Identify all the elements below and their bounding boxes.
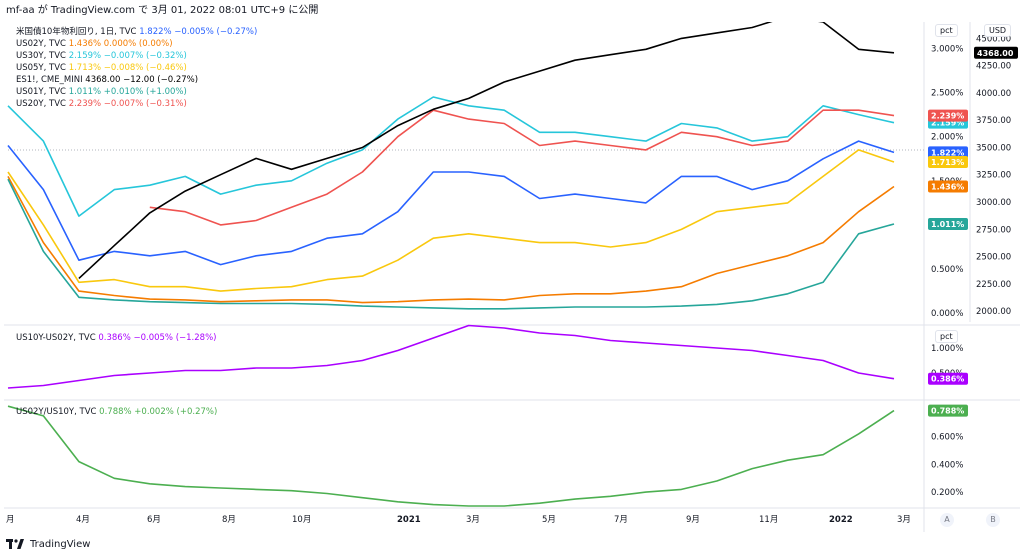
x-tick: 10月 — [292, 515, 311, 525]
series-line-spread2 — [7, 405, 895, 507]
legend-series-values: 2.159% −0.007% (−0.32%) — [68, 51, 187, 61]
legend-pane2-name: US10Y-US02Y, TVC — [16, 333, 96, 343]
legend-series-values: 2.239% −0.007% (−0.31%) — [68, 99, 187, 109]
y-tick-usd: 2000.00 — [976, 307, 1011, 317]
legend-series-values: 4368.00 −12.00 (−0.27%) — [85, 75, 199, 85]
series-line-us05y — [7, 149, 895, 292]
legend-main: 米国債10年物利回り, 1日, TVC 1.822% −0.005% (−0.2… — [16, 26, 257, 110]
legend-series-name: US05Y, TVC — [16, 63, 69, 73]
x-tick: 4月 — [76, 515, 90, 525]
legend-row[interactable]: US02Y, TVC 1.436% 0.000% (0.00%) — [16, 38, 257, 50]
x-tick: 2021 — [397, 515, 421, 525]
price-label-es1: 4368.00 — [977, 49, 1014, 58]
y-tick-pct: 0.500% — [931, 265, 963, 275]
legend-pane3: US02Y/US10Y, TVC 0.788% +0.002% (+0.27%) — [16, 406, 217, 418]
legend-pane3-values: 0.788% +0.002% (+0.27%) — [99, 407, 218, 417]
legend-row[interactable]: US05Y, TVC 1.713% −0.008% (−0.46%) — [16, 62, 257, 74]
y-tick-pane3: 0.200% — [931, 488, 963, 498]
legend-row[interactable]: US01Y, TVC 1.011% +0.010% (+1.00%) — [16, 86, 257, 98]
x-tick: 2022 — [829, 515, 853, 525]
legend-series-values: 1.436% 0.000% (0.00%) — [68, 39, 173, 49]
usd-scale-label[interactable]: USD — [984, 24, 1012, 37]
x-tick: 3月 — [466, 515, 480, 525]
price-label-bg-spread2 — [928, 404, 968, 417]
x-tick: 11月 — [759, 515, 778, 525]
legend-row[interactable]: US30Y, TVC 2.159% −0.007% (−0.32%) — [16, 50, 257, 62]
scale-b-button[interactable]: B — [986, 513, 1000, 527]
price-label-spread2: 0.788% — [931, 407, 964, 416]
footer: TradingView — [6, 535, 90, 553]
price-label-us01y: 1.011% — [931, 220, 964, 229]
y-tick-pct: 3.000% — [931, 44, 963, 54]
y-tick-pct: 2.500% — [931, 89, 963, 99]
price-label-bg-es1 — [974, 46, 1018, 59]
y-tick-usd: 4250.00 — [976, 62, 1011, 72]
series-line-spread1 — [7, 324, 895, 389]
series-line-es1 — [78, 22, 895, 279]
y-tick-usd: 2750.00 — [976, 225, 1011, 235]
chart-frame: 3.000%2.500%2.000%1.500%1.000%0.500%0.00… — [4, 22, 1020, 532]
y-tick-pct: 2.000% — [931, 133, 963, 143]
y-tick-usd: 2250.00 — [976, 280, 1011, 290]
scale-auto-button[interactable]: A — [940, 513, 954, 527]
legend-series-values: 1.822% −0.005% (−0.27%) — [139, 27, 258, 37]
price-label-us10y: 1.822% — [931, 148, 964, 157]
series-line-us01y — [7, 178, 895, 310]
series-line-us10y — [7, 140, 895, 266]
legend-row[interactable]: US20Y, TVC 2.239% −0.007% (−0.31%) — [16, 98, 257, 110]
footer-brand: TradingView — [30, 538, 91, 550]
publish-header: mf-aa が TradingView.com で 3月 01, 2022 08… — [6, 5, 319, 16]
legend-series-name: US20Y, TVC — [16, 99, 69, 109]
legend-series-name: ES1!, CME_MINI — [16, 75, 86, 85]
legend-pane2: US10Y-US02Y, TVC 0.386% −0.005% (−1.28%) — [16, 332, 216, 344]
legend-series-name: US30Y, TVC — [16, 51, 69, 61]
price-label-bg-us20y — [928, 109, 968, 122]
price-label-us30y: 2.159% — [931, 119, 964, 128]
price-label-us05y: 1.713% — [931, 158, 964, 167]
legend-row[interactable]: ES1!, CME_MINI 4368.00 −12.00 (−0.27%) — [16, 74, 257, 86]
legend-pane3-name: US02Y/US10Y, TVC — [16, 407, 97, 417]
x-tick: 6月 — [147, 515, 161, 525]
price-label-bg-us10y — [928, 146, 968, 159]
y-tick-usd: 3000.00 — [976, 198, 1011, 208]
series-line-us20y — [149, 109, 895, 226]
price-label-bg-us01y — [928, 217, 968, 230]
pct-scale-label[interactable]: pct — [935, 24, 958, 37]
legend-series-name: US02Y, TVC — [16, 39, 69, 49]
legend-pane2-values: 0.386% −0.005% (−1.28%) — [98, 333, 217, 343]
price-label-spread1: 0.386% — [931, 375, 964, 384]
tradingview-logo-icon — [6, 539, 24, 549]
legend-series-values: 1.713% −0.008% (−0.46%) — [68, 63, 187, 73]
price-label-bg-spread1 — [928, 372, 968, 385]
price-label-bg-us05y — [928, 156, 968, 169]
legend-series-name: US01Y, TVC — [16, 87, 69, 97]
legend-series-name: 米国債10年物利回り, 1日, TVC — [16, 27, 140, 37]
y-tick-pane2: 1.000% — [931, 344, 963, 354]
legend-series-values: 1.011% +0.010% (+1.00%) — [68, 87, 187, 97]
pct-scale-label-pane2[interactable]: pct — [935, 330, 958, 343]
y-tick-pane3: 0.400% — [931, 460, 963, 470]
x-tick: 3月 — [897, 515, 911, 525]
series-line-us02y — [7, 176, 895, 304]
y-tick-usd: 3500.00 — [976, 143, 1011, 153]
x-tick: 月 — [6, 515, 15, 525]
x-tick: 9月 — [686, 515, 700, 525]
x-tick: 5月 — [542, 515, 556, 525]
y-tick-pct: 0.000% — [931, 309, 963, 319]
price-label-us02y: 1.436% — [931, 182, 964, 191]
y-tick-usd: 3750.00 — [976, 116, 1011, 126]
price-label-us20y: 2.239% — [931, 112, 964, 121]
price-label-bg-us02y — [928, 180, 968, 193]
y-tick-usd: 2500.00 — [976, 253, 1011, 263]
y-tick-pane3: 0.600% — [931, 433, 963, 443]
y-tick-usd: 3250.00 — [976, 171, 1011, 181]
x-tick: 7月 — [614, 515, 628, 525]
chart-canvas[interactable]: 3.000%2.500%2.000%1.500%1.000%0.500%0.00… — [4, 22, 1020, 532]
legend-row[interactable]: 米国債10年物利回り, 1日, TVC 1.822% −0.005% (−0.2… — [16, 26, 257, 38]
series-line-us30y — [7, 96, 895, 217]
x-tick: 8月 — [222, 515, 236, 525]
y-tick-usd: 4000.00 — [976, 89, 1011, 99]
y-tick-usd: 4500.00 — [976, 34, 1011, 44]
